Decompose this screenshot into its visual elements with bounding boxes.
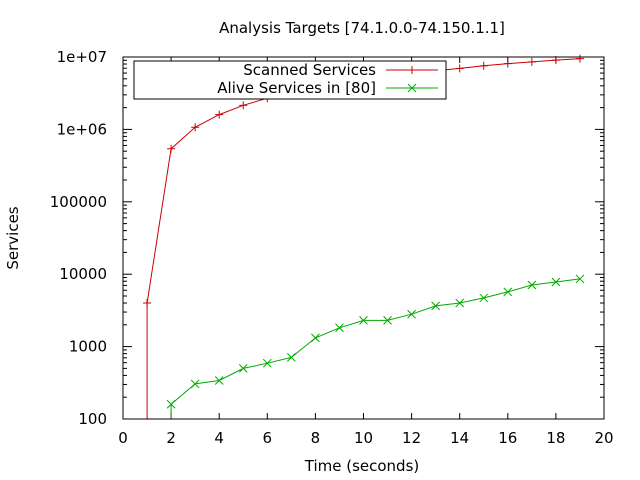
axis-ticks: 0 2 4 6 8 10 12 14 16 18 20 100 1000 10000 100000 1e+06…	[50, 48, 614, 447]
y-tick-label: 10000	[59, 265, 107, 283]
x-tick-label: 10	[354, 429, 373, 447]
y-tick-label: 100	[78, 410, 107, 428]
plus-marker	[503, 59, 512, 68]
marker-stroke	[383, 316, 392, 325]
legend-label: Scanned Services	[243, 61, 376, 79]
plus-marker	[167, 144, 176, 153]
x-tick-label: 4	[214, 429, 224, 447]
marker-stroke	[335, 323, 344, 333]
x-axis-label: Time (seconds)	[304, 457, 420, 475]
marker-stroke	[575, 274, 585, 284]
plus-marker	[575, 54, 584, 63]
x-tick-label: 2	[166, 429, 176, 447]
marker-stroke	[527, 280, 537, 290]
chart-title: Analysis Targets [74.1.0.0-74.150.1.1]	[219, 19, 505, 37]
x-tick-label: 12	[402, 429, 421, 447]
marker-stroke	[551, 277, 561, 287]
plot-frame	[122, 56, 605, 420]
x-tick-label: 6	[263, 429, 273, 447]
marker-stroke	[455, 298, 465, 308]
marker-stroke	[503, 287, 513, 297]
y-tick-label: 1e+06	[57, 120, 107, 138]
x-tick-label: 16	[498, 429, 517, 447]
cross-marker	[503, 287, 513, 297]
legend-box	[133, 60, 447, 100]
x-tick-label: 14	[450, 429, 469, 447]
x-tick-label: 0	[118, 429, 128, 447]
marker-stroke	[190, 379, 200, 389]
plus-marker	[479, 61, 488, 70]
marker-stroke	[238, 364, 248, 373]
cross-marker	[335, 323, 344, 333]
y-tick-label: 1e+07	[57, 48, 107, 66]
marker-stroke	[431, 301, 441, 311]
y-tick-label: 1000	[69, 338, 107, 356]
marker-stroke	[479, 293, 489, 303]
y-axis-label: Services	[4, 206, 22, 269]
cross-marker	[238, 364, 248, 373]
x-tick-label: 8	[311, 429, 321, 447]
x-tick-label: 18	[546, 429, 565, 447]
cross-marker	[551, 277, 561, 287]
cross-marker	[431, 301, 441, 311]
plus-marker	[143, 299, 152, 308]
cross-marker	[455, 298, 465, 308]
cross-marker	[214, 376, 224, 385]
cross-marker	[527, 280, 537, 290]
marker-stroke	[166, 399, 176, 409]
plus-marker	[191, 123, 200, 132]
plus-marker	[455, 64, 464, 73]
y-tick-label: 100000	[50, 193, 107, 211]
marker-stroke	[214, 376, 224, 385]
plot-series	[143, 54, 585, 419]
plus-marker	[527, 57, 536, 66]
cross-marker	[190, 379, 200, 389]
marker-stroke	[311, 333, 320, 343]
cross-marker	[359, 316, 368, 325]
plus-marker	[215, 110, 224, 119]
legend-label: Alive Services in [80]	[217, 79, 376, 97]
marker-stroke	[286, 353, 296, 362]
series-line-2	[170, 278, 581, 419]
marker-stroke	[407, 309, 416, 319]
cross-marker	[262, 358, 272, 368]
cross-marker	[407, 83, 417, 93]
cross-marker	[311, 333, 320, 343]
marker-stroke	[262, 358, 272, 368]
cross-marker	[166, 399, 176, 409]
marker-stroke	[407, 83, 417, 93]
plus-marker	[239, 101, 248, 110]
cross-marker	[286, 353, 296, 362]
cross-marker	[383, 316, 392, 325]
cross-marker	[575, 274, 585, 284]
plus-marker	[408, 66, 416, 74]
marker-stroke	[359, 316, 368, 325]
cross-marker	[479, 293, 489, 303]
x-tick-label: 20	[594, 429, 613, 447]
series-line-1	[146, 58, 581, 419]
cross-marker	[407, 309, 416, 319]
